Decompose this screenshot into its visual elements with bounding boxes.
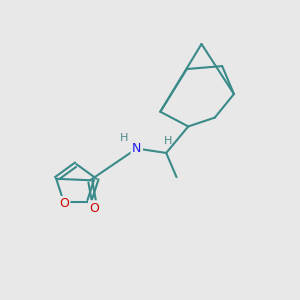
Text: O: O: [90, 202, 99, 215]
Text: H: H: [120, 133, 129, 143]
Text: N: N: [132, 142, 141, 155]
Text: O: O: [59, 197, 69, 211]
Text: H: H: [164, 136, 172, 146]
